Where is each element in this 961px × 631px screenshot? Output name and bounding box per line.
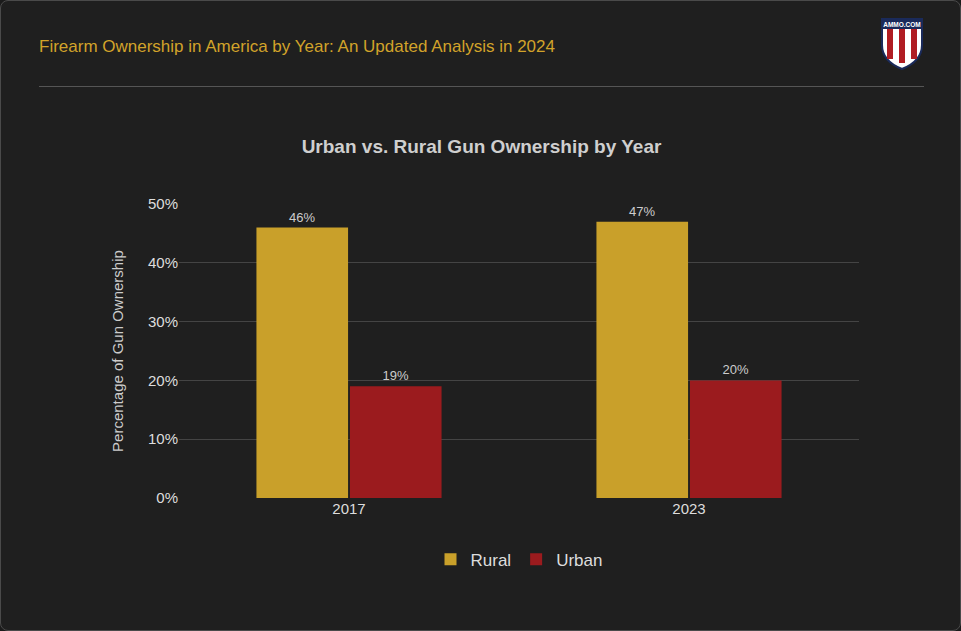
html-text:Firearm Ownership in America b: Firearm Ownership in America by Year: An… — [39, 37, 555, 56]
svg-text:47%: 47% — [629, 204, 655, 219]
svg-text:50%: 50% — [148, 195, 178, 212]
svg-text:20%: 20% — [148, 372, 178, 389]
svg-text:0%: 0% — [156, 489, 178, 506]
svg-text:Rural: Rural — [471, 551, 512, 570]
svg-text:Urban: Urban — [556, 551, 602, 570]
svg-text:Urban vs. Rural Gun Ownership: Urban vs. Rural Gun Ownership by Year — [302, 136, 662, 157]
svg-text:2023: 2023 — [672, 500, 705, 517]
svg-text:20%: 20% — [723, 362, 749, 377]
svg-text:46%: 46% — [289, 210, 315, 225]
svg-text:2017: 2017 — [332, 500, 365, 517]
svg-text:Percentage of Gun Ownership: Percentage of Gun Ownership — [109, 250, 126, 452]
svg-text:30%: 30% — [148, 313, 178, 330]
svg-text:40%: 40% — [148, 254, 178, 271]
svg-text:10%: 10% — [148, 430, 178, 447]
svg-text:AMMO.COM: AMMO.COM — [883, 21, 921, 28]
svg-text:19%: 19% — [383, 368, 409, 383]
